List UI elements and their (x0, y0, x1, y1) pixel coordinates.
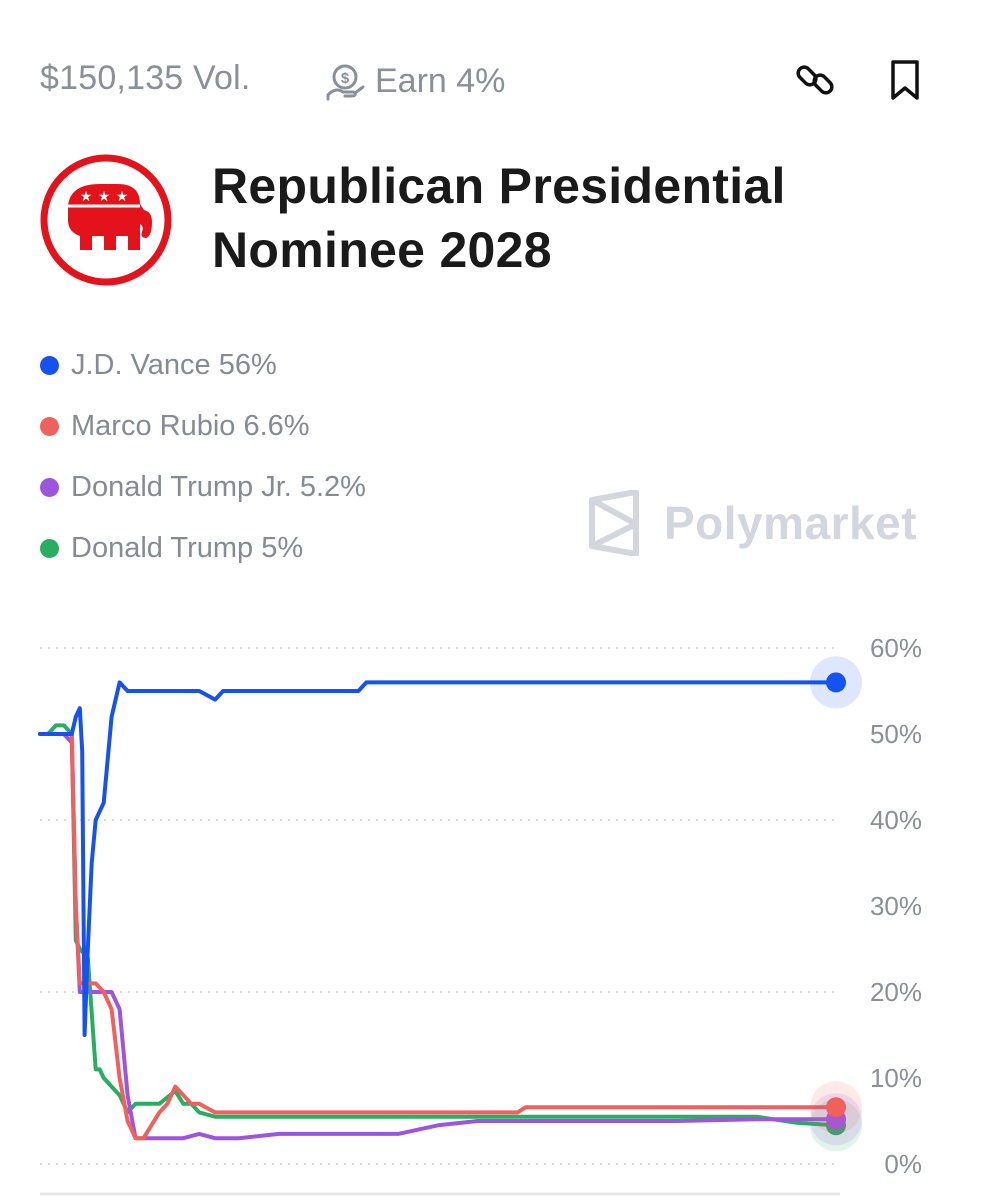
market-header: ★ ★ ★ Republican Presidential Nominee 20… (40, 150, 945, 290)
price-history-chart[interactable]: 60% 50% 40% 30% 20% 10% 0% (0, 600, 985, 1200)
earn-coin-icon: $ (326, 64, 365, 101)
y-tick-label: 0% (884, 1149, 922, 1179)
y-tick-label: 60% (870, 633, 922, 663)
series-line-donald-trump-jr (38, 732, 838, 1141)
legend-dot (40, 539, 59, 558)
y-tick-label: 30% (870, 891, 922, 921)
endpoint-dot (826, 672, 846, 693)
y-tick-label: 50% (870, 719, 922, 749)
chart-series (38, 680, 838, 1141)
legend-item-vance[interactable]: J.D. Vance 56% (40, 335, 366, 396)
legend-label: Marco Rubio 6.6% (71, 410, 310, 442)
legend-item-trump-jr[interactable]: Donald Trump Jr. 5.2% (40, 457, 366, 518)
y-tick-label: 40% (870, 805, 922, 835)
title-line-1: Republican Presidential (212, 158, 786, 214)
chart-legend: J.D. Vance 56% Marco Rubio 6.6% Donald T… (40, 335, 366, 579)
link-icon (796, 65, 834, 95)
bookmark-icon (891, 60, 919, 100)
legend-item-trump[interactable]: Donald Trump 5% (40, 518, 366, 579)
market-toolbar: $150,135 Vol. $ Earn 4% (40, 55, 945, 105)
series-line-donald-trump (38, 723, 838, 1128)
page-title: Republican Presidential Nominee 2028 (212, 154, 786, 282)
polymarket-watermark: Polymarket (586, 490, 917, 556)
series-line-j-d-vance (38, 680, 838, 1037)
y-axis-ticks: 60% 50% 40% 30% 20% 10% 0% (870, 633, 922, 1179)
legend-dot (40, 356, 59, 375)
y-tick-label: 20% (870, 977, 922, 1007)
polymarket-wordmark: Polymarket (664, 497, 918, 549)
earn-badge[interactable]: $ Earn 4% (323, 59, 505, 103)
svg-text:★: ★ (116, 189, 129, 205)
copy-link-button[interactable] (790, 55, 840, 105)
legend-dot (40, 478, 59, 497)
legend-item-rubio[interactable]: Marco Rubio 6.6% (40, 396, 366, 457)
legend-dot (40, 417, 59, 436)
y-tick-label: 10% (870, 1063, 922, 1093)
polymarket-logo-icon (589, 490, 639, 556)
title-line-2: Nominee 2028 (212, 222, 552, 278)
series-line-marco-rubio (38, 732, 838, 1141)
legend-label: Donald Trump Jr. 5.2% (71, 471, 366, 503)
endpoint-dot (826, 1097, 846, 1118)
legend-label: Donald Trump 5% (71, 532, 304, 564)
legend-label: J.D. Vance 56% (71, 349, 277, 381)
volume-label: $150,135 Vol. (40, 59, 251, 97)
svg-text:$: $ (341, 70, 350, 87)
republican-elephant-logo: ★ ★ ★ (40, 154, 172, 286)
svg-text:★: ★ (98, 189, 111, 205)
bookmark-button[interactable] (880, 55, 930, 105)
series-endpoints (810, 656, 862, 1152)
earn-label: Earn 4% (375, 61, 506, 100)
svg-text:★: ★ (80, 189, 93, 205)
chart-grid (40, 647, 840, 1165)
